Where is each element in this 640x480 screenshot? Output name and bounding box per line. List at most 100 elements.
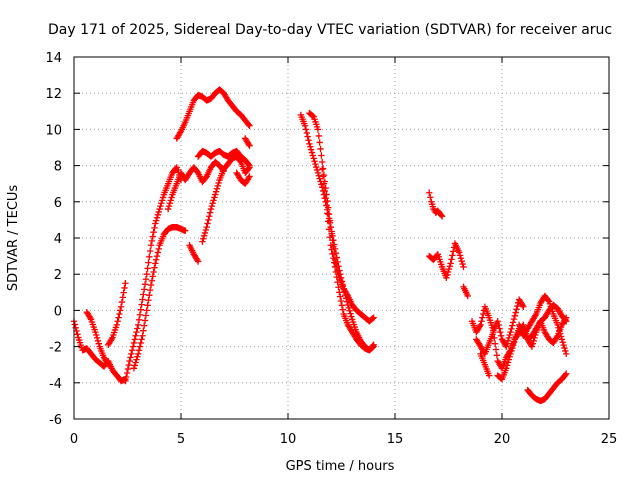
data-point: [140, 291, 147, 298]
data-point: [338, 302, 346, 309]
data-point: [205, 216, 212, 224]
data-point: [553, 333, 560, 341]
data-point: [146, 253, 153, 261]
data-point: [139, 296, 146, 303]
data-point: [134, 325, 141, 332]
data-point: [114, 318, 121, 325]
data-point: [128, 350, 135, 358]
data-point: [166, 200, 174, 207]
data-point: [323, 202, 330, 209]
data-point: [117, 307, 124, 314]
data-point: [458, 257, 465, 265]
data-point: [307, 146, 315, 153]
data-point: [138, 336, 145, 343]
data-point: [438, 213, 446, 220]
data-point: [209, 200, 216, 207]
data-point: [301, 122, 309, 129]
y-tick-label: 2: [54, 268, 62, 283]
data-point: [105, 361, 112, 368]
data-point: [153, 214, 161, 221]
data-point: [144, 302, 151, 309]
data-point: [138, 301, 145, 308]
data-point: [560, 341, 567, 349]
data-points: [70, 86, 570, 405]
data-point: [327, 242, 334, 249]
data-point: [245, 121, 252, 128]
data-point: [94, 337, 102, 345]
data-point: [313, 166, 321, 174]
series-pass-c: [105, 280, 129, 348]
data-point: [93, 334, 101, 342]
data-point: [130, 339, 138, 347]
data-point: [311, 158, 318, 165]
data-point: [199, 238, 206, 245]
data-point: [320, 171, 328, 179]
data-point: [496, 325, 503, 332]
series-pass-u: [477, 350, 493, 379]
data-point: [370, 343, 377, 350]
data-point: [318, 152, 325, 159]
data-point: [127, 354, 134, 361]
series-pass-s: [468, 296, 527, 350]
data-point: [325, 218, 332, 225]
data-point: [71, 321, 79, 328]
data-point: [322, 184, 329, 192]
x-tick-label: 5: [177, 432, 185, 447]
data-point: [479, 314, 486, 321]
data-point: [308, 149, 316, 156]
data-point: [328, 230, 335, 237]
data-point: [143, 307, 150, 314]
data-point: [336, 289, 343, 296]
y-tick-label: -6: [49, 413, 62, 428]
data-point: [72, 324, 79, 331]
data-point: [213, 185, 221, 192]
data-point: [532, 312, 539, 319]
data-point: [152, 220, 159, 227]
data-point: [133, 328, 140, 336]
data-point: [510, 339, 518, 346]
data-point: [130, 365, 138, 372]
data-point: [118, 298, 126, 306]
data-point: [310, 155, 317, 162]
data-point: [135, 350, 142, 358]
data-point: [508, 347, 515, 355]
data-point: [369, 344, 376, 351]
series-pass-h: [173, 86, 253, 142]
data-point: [149, 233, 156, 240]
data-point: [135, 321, 142, 329]
data-point: [123, 373, 130, 381]
data-point: [507, 328, 514, 336]
data-point: [212, 191, 219, 198]
data-point: [148, 277, 156, 284]
data-point: [448, 256, 455, 263]
series-pass-g: [186, 242, 202, 265]
data-point: [509, 322, 516, 329]
data-point: [167, 197, 174, 204]
data-point: [312, 160, 319, 168]
data-point: [324, 210, 331, 217]
data-point: [459, 260, 466, 268]
data-point: [558, 336, 566, 343]
data-point: [561, 344, 568, 352]
data-point: [457, 255, 465, 262]
data-point: [148, 237, 156, 245]
data-point: [306, 140, 313, 148]
data-point: [122, 377, 129, 385]
data-point: [136, 311, 144, 318]
data-point: [150, 229, 157, 236]
data-point: [236, 157, 244, 165]
data-point: [115, 314, 122, 321]
series-pass-p: [426, 189, 446, 220]
data-point: [151, 224, 158, 232]
data-point: [369, 315, 376, 322]
data-point: [141, 281, 149, 288]
data-point: [151, 264, 158, 271]
data-point: [504, 337, 512, 345]
data-point: [319, 166, 326, 173]
data-point: [246, 122, 253, 129]
data-point: [438, 211, 445, 219]
data-point: [514, 302, 521, 310]
data-point: [510, 315, 518, 323]
data-point: [116, 310, 123, 318]
data-point: [145, 259, 152, 266]
